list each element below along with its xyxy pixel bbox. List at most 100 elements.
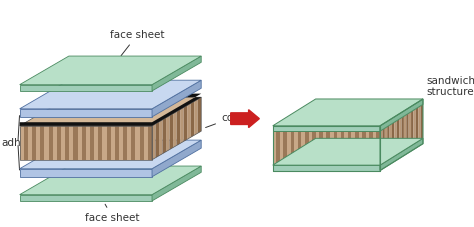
Polygon shape <box>273 126 380 131</box>
Polygon shape <box>273 131 276 165</box>
Polygon shape <box>24 126 28 160</box>
Polygon shape <box>344 131 348 165</box>
Polygon shape <box>107 126 110 160</box>
Polygon shape <box>166 116 170 152</box>
Polygon shape <box>131 126 136 160</box>
Polygon shape <box>20 126 24 160</box>
Polygon shape <box>416 107 418 143</box>
Polygon shape <box>136 126 140 160</box>
Polygon shape <box>173 111 177 148</box>
Polygon shape <box>380 130 383 165</box>
Polygon shape <box>65 126 69 160</box>
Polygon shape <box>102 126 107 160</box>
Polygon shape <box>86 126 90 160</box>
Polygon shape <box>309 131 312 165</box>
Polygon shape <box>90 126 94 160</box>
Polygon shape <box>276 131 280 165</box>
Polygon shape <box>411 110 413 146</box>
FancyArrow shape <box>231 110 259 128</box>
Polygon shape <box>359 131 362 165</box>
Polygon shape <box>390 124 392 159</box>
Polygon shape <box>316 131 319 165</box>
Polygon shape <box>409 112 411 147</box>
Polygon shape <box>180 107 183 143</box>
Polygon shape <box>98 126 102 160</box>
Polygon shape <box>61 126 65 160</box>
Polygon shape <box>57 126 61 160</box>
Polygon shape <box>78 126 82 160</box>
Polygon shape <box>152 124 155 160</box>
Polygon shape <box>69 126 73 160</box>
Polygon shape <box>385 127 387 162</box>
Polygon shape <box>355 131 359 165</box>
Polygon shape <box>376 131 380 165</box>
Polygon shape <box>94 126 98 160</box>
Polygon shape <box>20 85 152 91</box>
Polygon shape <box>159 120 163 156</box>
Polygon shape <box>20 80 201 109</box>
Polygon shape <box>20 166 201 195</box>
Polygon shape <box>337 131 341 165</box>
Polygon shape <box>273 99 423 126</box>
Polygon shape <box>406 113 409 149</box>
Polygon shape <box>198 97 201 133</box>
Polygon shape <box>334 131 337 165</box>
Polygon shape <box>392 122 394 158</box>
Polygon shape <box>148 126 152 160</box>
Polygon shape <box>20 97 201 126</box>
Polygon shape <box>163 118 166 154</box>
Polygon shape <box>294 131 298 165</box>
Polygon shape <box>119 126 123 160</box>
Polygon shape <box>369 131 373 165</box>
Polygon shape <box>110 126 115 160</box>
Polygon shape <box>20 109 152 117</box>
Polygon shape <box>36 126 40 160</box>
Polygon shape <box>183 105 187 141</box>
Polygon shape <box>420 104 423 140</box>
Polygon shape <box>399 118 401 153</box>
Polygon shape <box>305 131 309 165</box>
Polygon shape <box>123 126 127 160</box>
Polygon shape <box>362 131 366 165</box>
Polygon shape <box>287 131 291 165</box>
Polygon shape <box>401 116 404 152</box>
Polygon shape <box>373 131 376 165</box>
Polygon shape <box>312 131 316 165</box>
Polygon shape <box>28 126 32 160</box>
Polygon shape <box>341 131 344 165</box>
Polygon shape <box>348 131 351 165</box>
Polygon shape <box>273 138 423 165</box>
Polygon shape <box>327 131 330 165</box>
Polygon shape <box>20 169 152 177</box>
Polygon shape <box>380 138 423 170</box>
Polygon shape <box>394 121 397 156</box>
Polygon shape <box>413 109 416 144</box>
Polygon shape <box>380 99 423 131</box>
Text: core: core <box>206 113 244 128</box>
Polygon shape <box>152 140 201 177</box>
Polygon shape <box>301 131 305 165</box>
Polygon shape <box>323 131 327 165</box>
Polygon shape <box>291 131 294 165</box>
Polygon shape <box>152 166 201 201</box>
Polygon shape <box>49 126 53 160</box>
Polygon shape <box>140 126 144 160</box>
Polygon shape <box>273 165 380 170</box>
Text: face sheet: face sheet <box>110 30 164 56</box>
Polygon shape <box>330 131 334 165</box>
Polygon shape <box>20 56 201 85</box>
Text: face sheet: face sheet <box>85 204 140 222</box>
Polygon shape <box>152 56 201 91</box>
Polygon shape <box>155 122 159 158</box>
Polygon shape <box>366 131 369 165</box>
Polygon shape <box>319 131 323 165</box>
Polygon shape <box>20 94 201 126</box>
Polygon shape <box>170 114 173 150</box>
Polygon shape <box>187 103 191 139</box>
Polygon shape <box>73 126 78 160</box>
Polygon shape <box>191 101 194 137</box>
Polygon shape <box>387 125 390 161</box>
Polygon shape <box>397 119 399 155</box>
Polygon shape <box>45 126 49 160</box>
Polygon shape <box>152 80 201 117</box>
